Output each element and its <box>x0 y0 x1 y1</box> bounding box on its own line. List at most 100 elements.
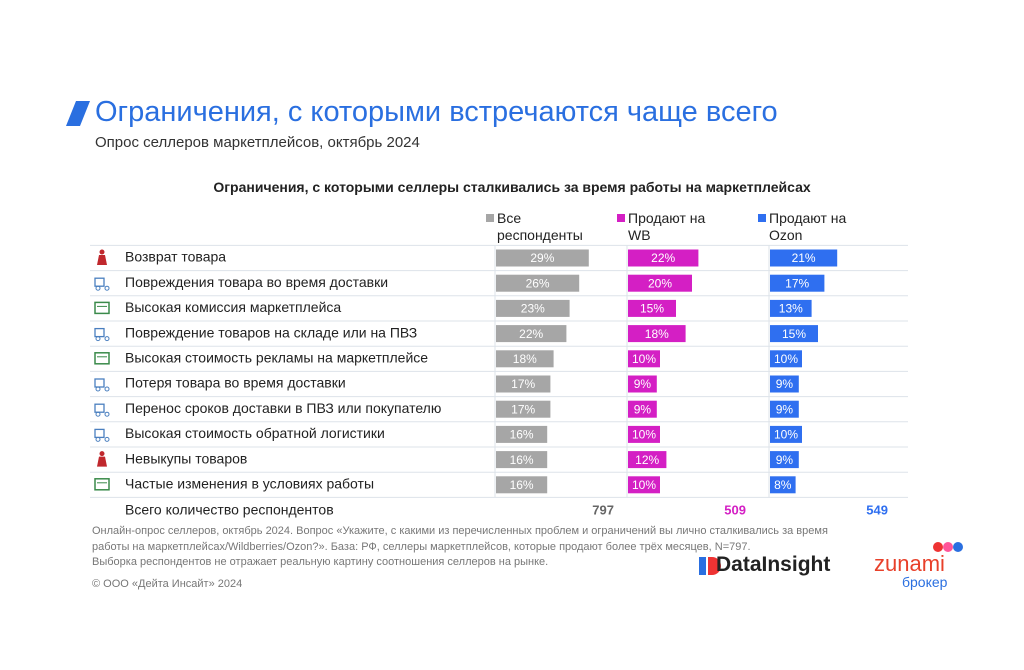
bar <box>496 325 567 343</box>
bar <box>496 476 548 494</box>
bar <box>628 350 660 368</box>
category-label: Повреждения товара во время доставки <box>125 274 388 290</box>
legend-swatch <box>486 214 494 222</box>
value-label: 13% <box>779 302 803 316</box>
bar <box>628 400 657 418</box>
bar <box>496 249 589 267</box>
value-label: 9% <box>634 377 652 391</box>
logo-subtext: брокер <box>902 574 948 590</box>
category-label: Невыкупы товаров <box>125 450 247 466</box>
bar <box>496 400 551 418</box>
bar <box>770 350 802 368</box>
total-value: 509 <box>724 502 746 517</box>
bar <box>496 350 554 368</box>
bar <box>628 425 660 443</box>
bar <box>770 400 799 418</box>
row-icon <box>94 301 110 315</box>
row-icon <box>97 456 107 467</box>
legend-label: Все респонденты <box>497 210 583 243</box>
row-icon <box>94 478 110 491</box>
value-label: 10% <box>632 352 656 366</box>
bar <box>496 375 551 393</box>
row-icon <box>99 249 105 255</box>
bar <box>628 476 660 494</box>
row-icon <box>97 255 107 265</box>
value-label: 18% <box>645 327 669 341</box>
bar <box>770 249 838 267</box>
value-label: 21% <box>792 251 816 265</box>
legend-item: Продают на Ozon <box>758 210 869 244</box>
logo-text: zunami <box>874 551 945 576</box>
row-icon <box>95 336 101 342</box>
value-label: 17% <box>511 402 535 416</box>
legend-swatch <box>758 214 766 222</box>
bar <box>770 375 799 393</box>
value-label: 15% <box>640 302 664 316</box>
logo-mark <box>699 557 706 575</box>
bar <box>628 325 686 343</box>
legend-item: Все респонденты <box>486 210 607 244</box>
bar <box>770 425 802 443</box>
bar <box>496 274 580 292</box>
value-label: 9% <box>776 402 794 416</box>
logo-dot <box>943 542 953 552</box>
title-slash <box>66 101 90 126</box>
bar <box>496 299 570 317</box>
bar <box>628 299 676 317</box>
total-value: 797 <box>592 502 614 517</box>
value-label: 12% <box>635 453 659 467</box>
copyright: © ООО «Дейта Инсайт» 2024 <box>92 578 243 590</box>
value-label: 10% <box>632 478 656 492</box>
bar <box>496 425 548 443</box>
bar <box>770 451 799 469</box>
total-value: 549 <box>866 502 888 517</box>
row-icon <box>95 411 101 417</box>
value-label: 23% <box>521 302 545 316</box>
logo-dot <box>933 542 943 552</box>
category-label: Потеря товара во время доставки <box>125 375 346 391</box>
value-label: 10% <box>774 428 798 442</box>
bar <box>496 451 548 469</box>
row-icon <box>99 451 105 457</box>
plot: Возврат товара 29% 22% 21% Повреждения товар… <box>90 244 908 518</box>
legend-item: Продают на WB <box>617 210 728 244</box>
value-label: 10% <box>632 428 656 442</box>
value-label: 16% <box>510 478 534 492</box>
footnote: Выборка респондентов не отражает реальну… <box>92 556 549 568</box>
total-label: Всего количество респондентов <box>125 502 334 518</box>
bar <box>770 274 825 292</box>
row-icon <box>104 386 110 392</box>
value-label: 9% <box>776 377 794 391</box>
bar <box>770 476 796 494</box>
category-label: Высокая стоимость рекламы на маркетплейс… <box>125 350 428 366</box>
bar <box>770 325 818 343</box>
category-label: Высокая стоимость обратной логистики <box>125 425 385 441</box>
value-label: 15% <box>782 327 806 341</box>
value-label: 10% <box>774 352 798 366</box>
value-label: 16% <box>510 453 534 467</box>
category-label: Возврат товара <box>125 249 226 265</box>
category-label: Перенос сроков доставки в ПВЗ или покупа… <box>125 400 441 416</box>
row-icon <box>94 352 110 365</box>
bar <box>628 249 699 267</box>
footnote: работы на маркетплейсах/Wildberries/Ozon… <box>92 541 751 553</box>
value-label: 9% <box>634 402 652 416</box>
row-icon <box>104 436 110 442</box>
row-icon <box>95 285 101 291</box>
chart-title: Ограничения, с которыми селлеры сталкива… <box>213 179 811 195</box>
category-label: Повреждение товаров на складе или на ПВЗ <box>125 324 417 340</box>
row-icon <box>94 378 105 388</box>
logo-text: DataInsight <box>716 553 831 576</box>
legend-label: Продают на WB <box>628 210 706 243</box>
row-icon <box>104 285 110 291</box>
bar <box>770 299 812 317</box>
value-label: 22% <box>519 327 543 341</box>
row-icon <box>94 277 105 287</box>
title: Ограничения, с которыми встречаются чаще… <box>95 96 778 128</box>
bar <box>628 375 657 393</box>
value-label: 16% <box>510 428 534 442</box>
value-label: 9% <box>776 453 794 467</box>
logo-mark <box>708 557 721 575</box>
value-label: 17% <box>785 276 809 290</box>
